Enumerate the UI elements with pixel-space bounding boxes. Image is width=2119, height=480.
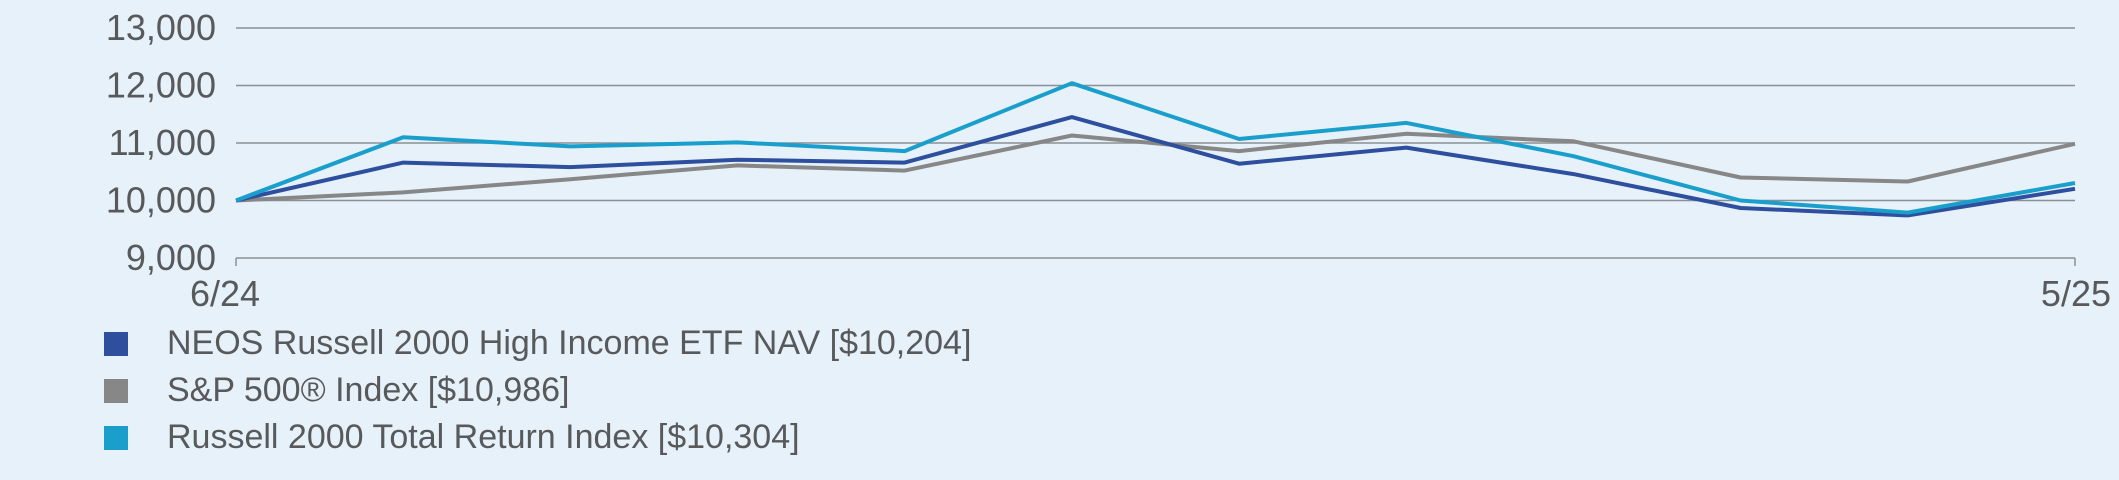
legend-swatch-sp500 xyxy=(104,378,128,403)
legend-label-sp500: S&P 500® Index [$10,986] xyxy=(167,371,570,409)
series-lines xyxy=(235,81,2076,218)
series-line-2 xyxy=(235,81,2076,215)
legend-label-neos: NEOS Russell 2000 High Income ETF NAV [$… xyxy=(167,324,972,362)
y-tick-label: 9,000 xyxy=(126,237,216,278)
y-tick-label: 13,000 xyxy=(106,7,216,48)
legend-item-neos: NEOS Russell 2000 High Income ETF NAV [$… xyxy=(104,320,971,367)
y-tick-label: 11,000 xyxy=(109,122,216,163)
legend-swatch-russell xyxy=(104,425,128,450)
x-tick-label: 6/24 xyxy=(190,273,260,314)
y-tick-label: 10,000 xyxy=(106,180,216,221)
legend-label-russell: Russell 2000 Total Return Index [$10,304… xyxy=(167,418,800,456)
legend-item-russell: Russell 2000 Total Return Index [$10,304… xyxy=(104,414,971,461)
y-axis-ticks: 13,000 12,000 11,000 10,000 9,000 xyxy=(106,7,216,278)
legend: NEOS Russell 2000 High Income ETF NAV [$… xyxy=(104,320,971,461)
legend-swatch-neos xyxy=(104,331,128,356)
series-line-1 xyxy=(235,131,2076,203)
series-line-0 xyxy=(235,115,2076,218)
y-tick-label: 12,000 xyxy=(106,65,216,106)
legend-item-sp500: S&P 500® Index [$10,986] xyxy=(104,367,971,414)
x-tick-label: 5/25 xyxy=(2041,273,2111,314)
x-axis-ticks: 6/24 5/25 xyxy=(190,258,2111,314)
